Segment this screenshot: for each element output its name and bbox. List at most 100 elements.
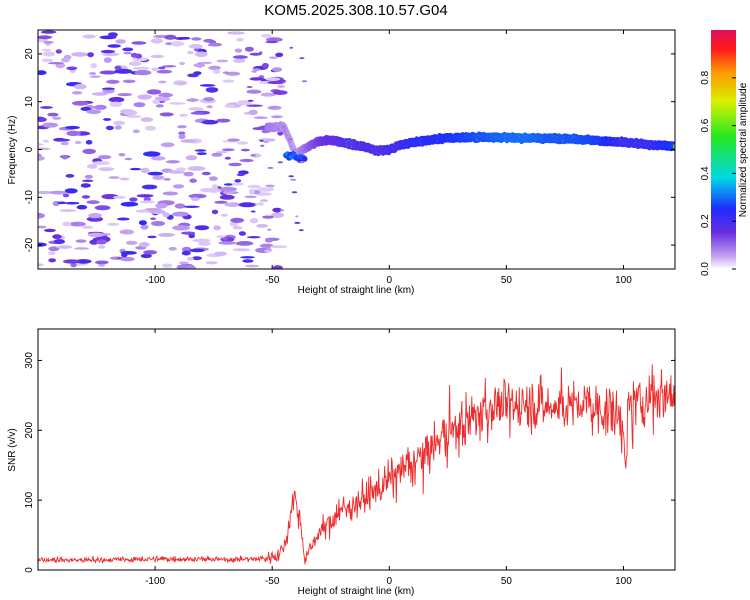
- noise-speckle: [265, 77, 281, 82]
- noise-speckle: [170, 41, 185, 47]
- noise-speckle: [199, 84, 216, 87]
- noise-speckle: [177, 125, 187, 129]
- noise-speckle: [219, 186, 237, 192]
- noise-speckle: [116, 217, 130, 221]
- noise-speckle: [277, 161, 283, 164]
- noise-speckle: [213, 69, 221, 74]
- noise-speckle: [150, 38, 163, 44]
- noise-speckle: [66, 66, 78, 71]
- x-tick-label: 50: [501, 576, 513, 587]
- noise-speckle: [194, 51, 208, 58]
- noise-speckle: [159, 112, 174, 117]
- noise-speckle: [162, 191, 179, 196]
- noise-speckle: [158, 80, 167, 84]
- noise-speckle: [275, 52, 284, 58]
- noise-speckle: [213, 225, 221, 231]
- y-tick-label: 200: [24, 422, 35, 439]
- noise-speckle: [246, 89, 262, 94]
- y-tick-label: 0: [24, 146, 35, 152]
- noise-speckle: [86, 216, 104, 222]
- noise-speckle: [42, 139, 50, 143]
- noise-speckle: [178, 261, 189, 265]
- noise-speckle: [238, 231, 246, 236]
- noise-speckle: [147, 235, 157, 239]
- noise-speckle: [267, 166, 274, 169]
- y-tick-label: 20: [24, 48, 35, 60]
- noise-speckle: [200, 61, 213, 65]
- noise-speckle: [103, 57, 112, 63]
- noise-speckle: [181, 231, 196, 235]
- noise-speckle: [232, 248, 250, 252]
- noise-speckle: [38, 190, 53, 195]
- noise-speckle: [172, 184, 185, 189]
- noise-speckle: [227, 138, 240, 142]
- noise-speckle: [81, 179, 94, 182]
- noise-speckle: [259, 139, 264, 142]
- noise-speckle: [94, 104, 107, 110]
- noise-speckle: [89, 75, 101, 78]
- noise-speckle: [74, 141, 82, 144]
- noise-speckle: [48, 62, 64, 65]
- noise-speckle: [94, 260, 109, 265]
- noise-speckle: [238, 202, 256, 208]
- noise-speckle: [152, 99, 160, 105]
- noise-speckle: [42, 122, 59, 128]
- noise-speckle: [178, 36, 191, 40]
- noise-speckle: [219, 194, 235, 200]
- x-tick-label: 0: [387, 275, 393, 286]
- noise-speckle: [279, 209, 284, 212]
- noise-speckle: [151, 220, 165, 227]
- noise-speckle: [161, 65, 177, 68]
- noise-speckle: [260, 144, 265, 147]
- noise-speckle: [38, 70, 47, 76]
- noise-speckle: [188, 193, 207, 199]
- noise-speckle: [186, 98, 200, 102]
- noise-speckle: [71, 91, 83, 95]
- noise-speckle: [260, 34, 272, 38]
- noise-speckle: [38, 35, 53, 40]
- noise-speckle: [130, 52, 139, 58]
- noise-speckle: [118, 153, 126, 157]
- spectrogram-ylabel: Frequency (Hz): [7, 116, 18, 185]
- noise-speckle: [74, 247, 89, 250]
- noise-speckle: [196, 152, 207, 156]
- noise-speckle: [143, 151, 161, 157]
- noise-speckle: [247, 236, 261, 239]
- noise-speckle: [108, 176, 120, 179]
- noise-speckle: [109, 101, 123, 108]
- noise-speckle: [267, 228, 272, 231]
- noise-speckle: [131, 41, 147, 45]
- noise-speckle: [112, 195, 126, 199]
- noise-speckle: [188, 44, 203, 49]
- noise-speckle: [236, 37, 244, 42]
- noise-speckle: [295, 215, 299, 218]
- noise-speckle: [53, 239, 65, 245]
- noise-speckle: [144, 207, 162, 212]
- noise-speckle: [189, 178, 197, 183]
- x-tick-label: -100: [145, 275, 165, 286]
- noise-speckle: [249, 189, 255, 195]
- figure-title: KOM5.2025.308.10.57.G04: [264, 2, 447, 19]
- noise-speckle: [38, 242, 47, 247]
- noise-speckle: [62, 193, 70, 198]
- noise-speckle: [150, 217, 157, 220]
- noise-speckle: [228, 162, 242, 167]
- noise-speckle: [147, 171, 164, 176]
- colorbar-tick-label: 0.0: [700, 262, 711, 276]
- noise-speckle: [124, 157, 133, 161]
- spectrogram-layer: [38, 30, 675, 269]
- noise-speckle: [48, 258, 57, 263]
- noise-speckle: [52, 116, 62, 120]
- noise-speckle: [246, 86, 253, 88]
- noise-speckle: [151, 67, 159, 71]
- noise-speckle: [72, 100, 89, 106]
- noise-speckle: [108, 96, 125, 103]
- noise-speckle: [187, 51, 194, 55]
- noise-speckle: [236, 173, 245, 177]
- noise-speckle: [38, 147, 51, 151]
- noise-speckle: [138, 220, 147, 226]
- noise-speckle: [75, 239, 87, 243]
- noise-speckle: [272, 207, 282, 213]
